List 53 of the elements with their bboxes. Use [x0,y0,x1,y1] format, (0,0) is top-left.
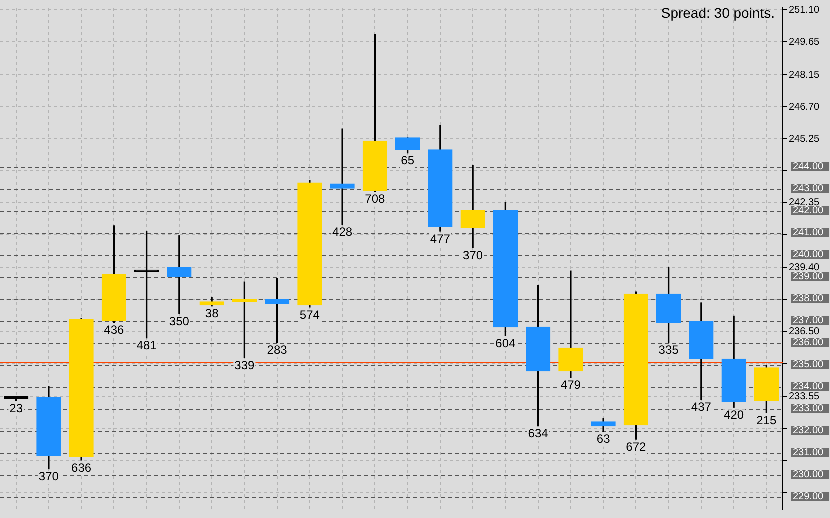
text: 350 [169,314,190,328]
ref-line-label: 233.00 [793,403,824,414]
ref-line-label: 243.00 [793,183,824,194]
text: 63 [596,432,610,446]
text: 246.70 [789,102,820,113]
text: 420 [724,408,744,422]
text: 636 [72,460,92,475]
text: 428 [332,225,353,240]
text: 672 [626,440,646,454]
text: 233.55 [789,391,820,402]
candlestick [167,236,192,314]
ref-line-label: 235.00 [793,359,824,370]
candlestick [558,270,584,378]
text: 339 [234,358,255,372]
text: 708 [365,192,386,206]
text: 239.40 [789,262,820,274]
text: 283 [267,342,288,357]
ref-line-label: 237.00 [793,315,824,326]
annotation: Spread: 30 points. [661,4,775,21]
ref-line-label: 242.00 [793,205,824,216]
text: 251.10 [789,4,820,16]
text: 248.15 [789,70,820,81]
ref-line-label: 234.00 [793,381,824,392]
text: 574 [300,308,320,322]
ref-line-label: 241.00 [793,227,824,238]
candlestick [330,128,355,226]
text: 335 [658,342,679,357]
ref-line-label: 240.00 [793,249,824,260]
ref-line-label: 244.00 [793,161,824,172]
ref-line-label: 236.00 [793,337,824,348]
text: 436 [104,323,124,338]
text: 479 [560,378,581,392]
text: 370 [38,470,59,484]
ref-line-label: 229.00 [793,492,824,503]
text: 23 [10,401,23,416]
candlestick [460,165,486,248]
text: 370 [463,248,484,262]
text: 215 [756,413,777,428]
ref-line-label: 231.00 [793,448,824,459]
text: 604 [496,336,516,350]
text: 634 [528,426,548,441]
text: 236.50 [789,326,820,338]
text: 245.25 [789,134,820,145]
ref-line-label: 238.00 [793,293,824,304]
text: 481 [136,338,157,353]
text: 38 [205,306,219,321]
text: 65 [401,154,414,168]
ref-line-label: 232.00 [793,425,824,436]
text: 477 [430,232,450,246]
text: 249.65 [789,36,820,48]
ref-line-label: 230.00 [793,470,824,481]
text: 437 [691,400,712,414]
ref-line-label: 239.00 [793,271,824,282]
